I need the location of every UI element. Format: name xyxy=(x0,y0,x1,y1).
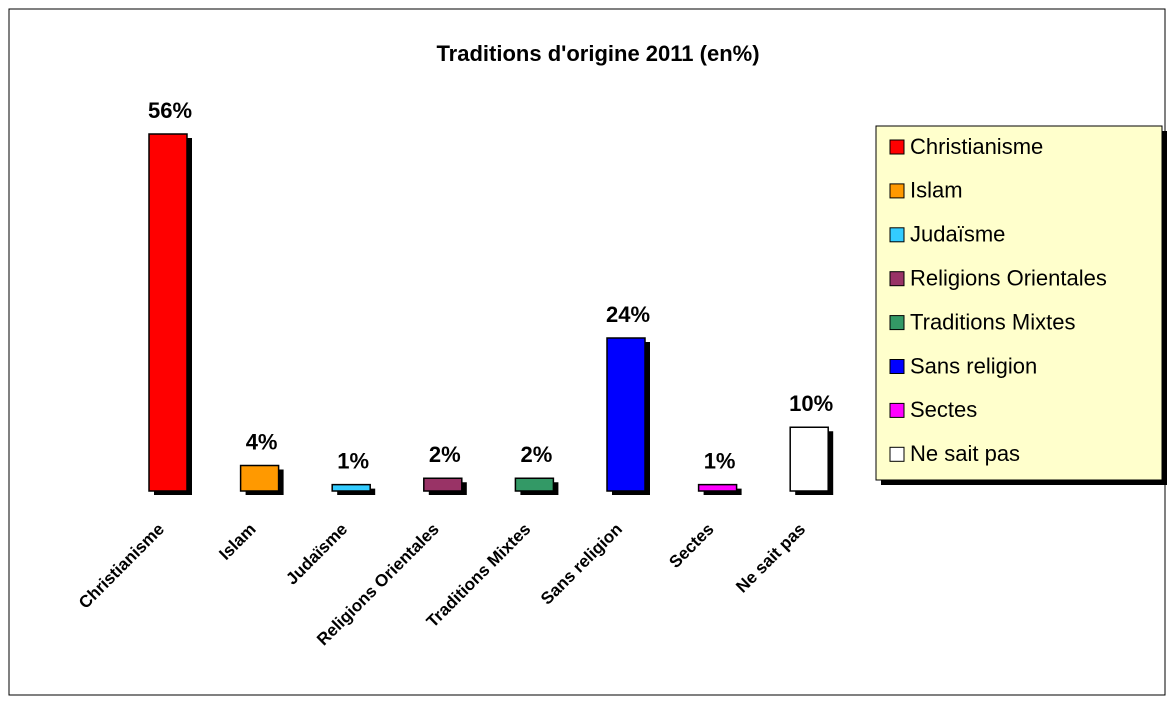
value-label: 1% xyxy=(704,448,736,473)
legend-label: Traditions Mixtes xyxy=(910,309,1075,334)
legend-label: Islam xyxy=(910,178,963,203)
value-label: 24% xyxy=(606,302,650,327)
bar xyxy=(789,426,829,492)
bar-shadow xyxy=(703,488,742,495)
legend-label: Sans religion xyxy=(910,353,1037,378)
legend-swatch xyxy=(889,139,905,155)
legend-swatch xyxy=(889,227,905,243)
bar xyxy=(697,483,738,492)
legend xyxy=(875,125,1163,481)
legend-label: Judaïsme xyxy=(910,222,1005,247)
legend-swatch xyxy=(889,183,905,199)
bar xyxy=(514,477,555,492)
bar xyxy=(423,477,463,492)
value-label: 10% xyxy=(789,391,833,416)
value-label: 2% xyxy=(429,442,461,467)
value-label: 1% xyxy=(337,448,369,473)
legend-label: Christianisme xyxy=(910,134,1043,159)
bar xyxy=(606,337,646,492)
bar xyxy=(331,483,371,492)
legend-swatch xyxy=(889,446,905,462)
value-label: 56% xyxy=(148,98,192,123)
legend-label: Religions Orientales xyxy=(910,266,1107,291)
legend-label: Sectes xyxy=(910,397,977,422)
legend-swatch xyxy=(889,271,905,287)
legend-swatch xyxy=(889,359,905,374)
bar xyxy=(239,464,280,492)
value-label: 4% xyxy=(246,429,278,454)
value-label: 2% xyxy=(521,442,553,467)
legend-swatch xyxy=(889,402,905,418)
legend-swatch xyxy=(889,315,905,331)
chart-title: Traditions d'origine 2011 (en%) xyxy=(436,41,759,66)
legend-label: Ne sait pas xyxy=(910,441,1020,466)
bar-shadow xyxy=(337,488,376,495)
bar xyxy=(148,133,188,492)
